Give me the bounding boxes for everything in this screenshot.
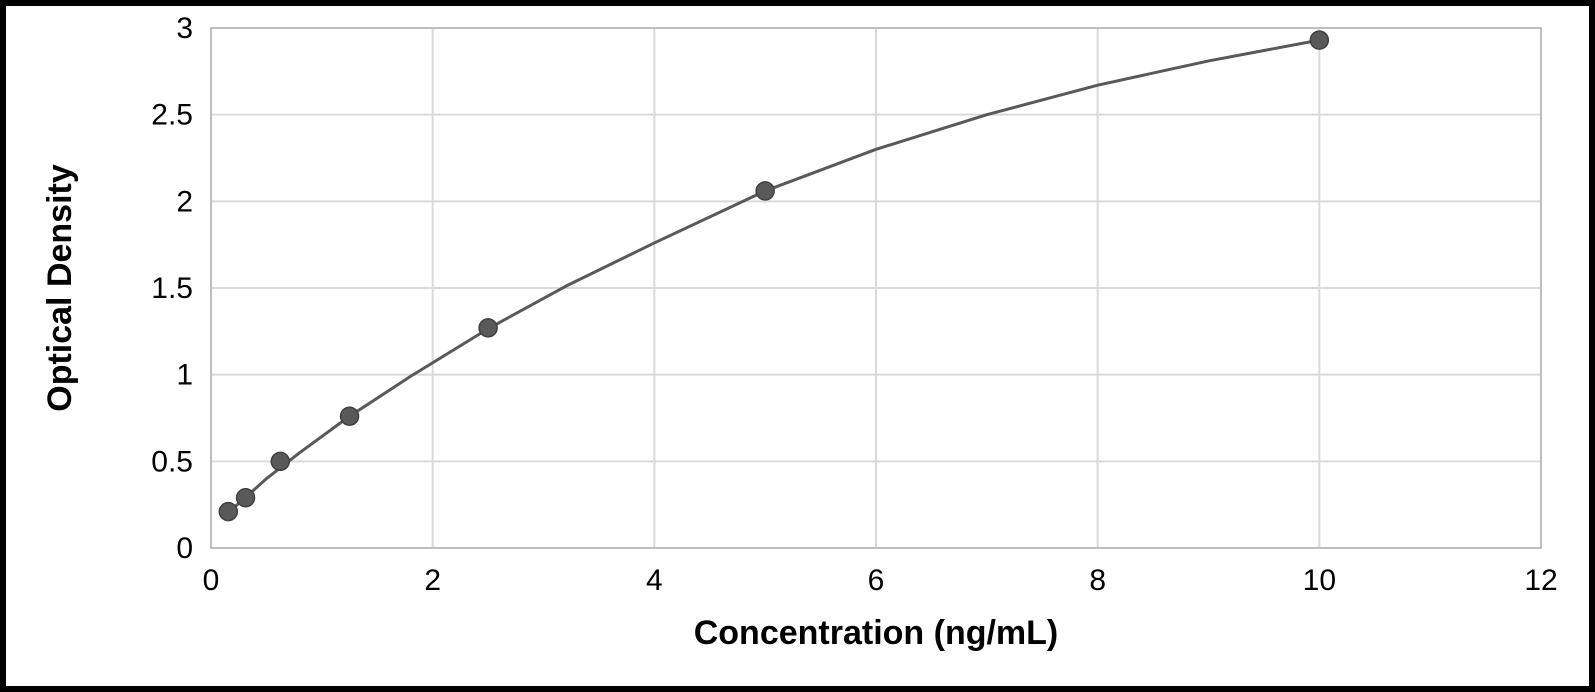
x-tick-label: 10 xyxy=(1303,564,1336,597)
y-axis-label: Optical Density xyxy=(41,164,79,412)
y-tick-label: 0.5 xyxy=(151,445,193,478)
y-tick-label: 0 xyxy=(176,532,193,565)
data-point xyxy=(219,503,237,521)
y-tick-label: 3 xyxy=(176,12,193,45)
x-axis-label: Concentration (ng/mL) xyxy=(694,614,1059,652)
chart-svg: 0 2 4 6 8 10 12 0 0.5 1 1.5 2 2.5 3 Concentration (ng/… xyxy=(6,6,1589,686)
y-tick-label: 1.5 xyxy=(151,272,193,305)
data-point xyxy=(756,182,774,200)
data-point xyxy=(271,452,289,470)
x-tick-label: 4 xyxy=(646,564,663,597)
y-tick-label: 1 xyxy=(176,359,193,392)
x-tick-label: 2 xyxy=(424,564,441,597)
data-point xyxy=(237,489,255,507)
chart-container: 0 2 4 6 8 10 12 0 0.5 1 1.5 2 2.5 3 Concentration (ng/… xyxy=(6,6,1589,686)
data-point xyxy=(341,407,359,425)
data-point xyxy=(1310,31,1328,49)
x-tick-label: 6 xyxy=(868,564,885,597)
data-point xyxy=(479,319,497,337)
chart-outer-frame: 0 2 4 6 8 10 12 0 0.5 1 1.5 2 2.5 3 Concentration (ng/… xyxy=(0,0,1595,692)
x-tick-label: 0 xyxy=(203,564,220,597)
x-tick-label: 8 xyxy=(1089,564,1106,597)
y-tick-label: 2.5 xyxy=(151,99,193,132)
x-tick-label: 12 xyxy=(1524,564,1557,597)
y-tick-label: 2 xyxy=(176,185,193,218)
